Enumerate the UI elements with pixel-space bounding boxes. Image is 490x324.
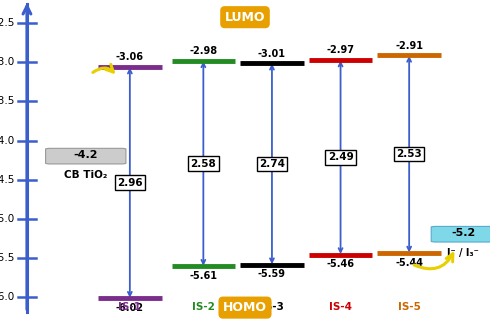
Text: -5.46: -5.46 — [326, 259, 355, 269]
Text: -2.98: -2.98 — [189, 46, 218, 56]
Text: IS-4: IS-4 — [329, 302, 352, 312]
FancyArrowPatch shape — [414, 254, 453, 269]
Text: HOMO: HOMO — [223, 301, 267, 314]
Text: IS-5: IS-5 — [398, 302, 420, 312]
Text: CB TiO₂: CB TiO₂ — [64, 170, 107, 180]
Text: IS-1: IS-1 — [119, 302, 141, 312]
FancyBboxPatch shape — [431, 226, 490, 242]
Text: I⁻ / I₃⁻: I⁻ / I₃⁻ — [447, 248, 479, 258]
Text: -4.0: -4.0 — [0, 135, 15, 145]
Text: IS-2: IS-2 — [192, 302, 215, 312]
Text: -3.06: -3.06 — [116, 52, 144, 63]
Text: -2.5: -2.5 — [0, 18, 15, 29]
FancyArrowPatch shape — [93, 64, 113, 73]
Text: -2.91: -2.91 — [395, 41, 423, 51]
Text: -5.44: -5.44 — [395, 258, 423, 268]
Text: -5.59: -5.59 — [258, 269, 286, 279]
Text: -4.5: -4.5 — [0, 175, 15, 185]
Text: -3.5: -3.5 — [0, 97, 15, 107]
Text: 2.53: 2.53 — [396, 149, 422, 159]
Text: -5.2: -5.2 — [451, 228, 475, 238]
Text: 2.58: 2.58 — [191, 158, 216, 168]
Text: -3.01: -3.01 — [258, 49, 286, 59]
Text: -4.2: -4.2 — [74, 150, 98, 160]
FancyBboxPatch shape — [46, 148, 126, 164]
Text: LUMO: LUMO — [225, 11, 265, 24]
Text: -6.0: -6.0 — [0, 292, 15, 302]
Text: -2.97: -2.97 — [326, 45, 355, 55]
Text: IS-3: IS-3 — [261, 302, 283, 312]
Text: 2.74: 2.74 — [259, 159, 285, 169]
Text: -5.0: -5.0 — [0, 214, 15, 224]
Text: -5.5: -5.5 — [0, 253, 15, 263]
Text: -3.0: -3.0 — [0, 57, 15, 67]
Text: 2.96: 2.96 — [117, 178, 143, 188]
Text: -5.61: -5.61 — [189, 271, 218, 281]
Text: 2.49: 2.49 — [328, 152, 353, 162]
Text: -6.02: -6.02 — [116, 303, 144, 313]
